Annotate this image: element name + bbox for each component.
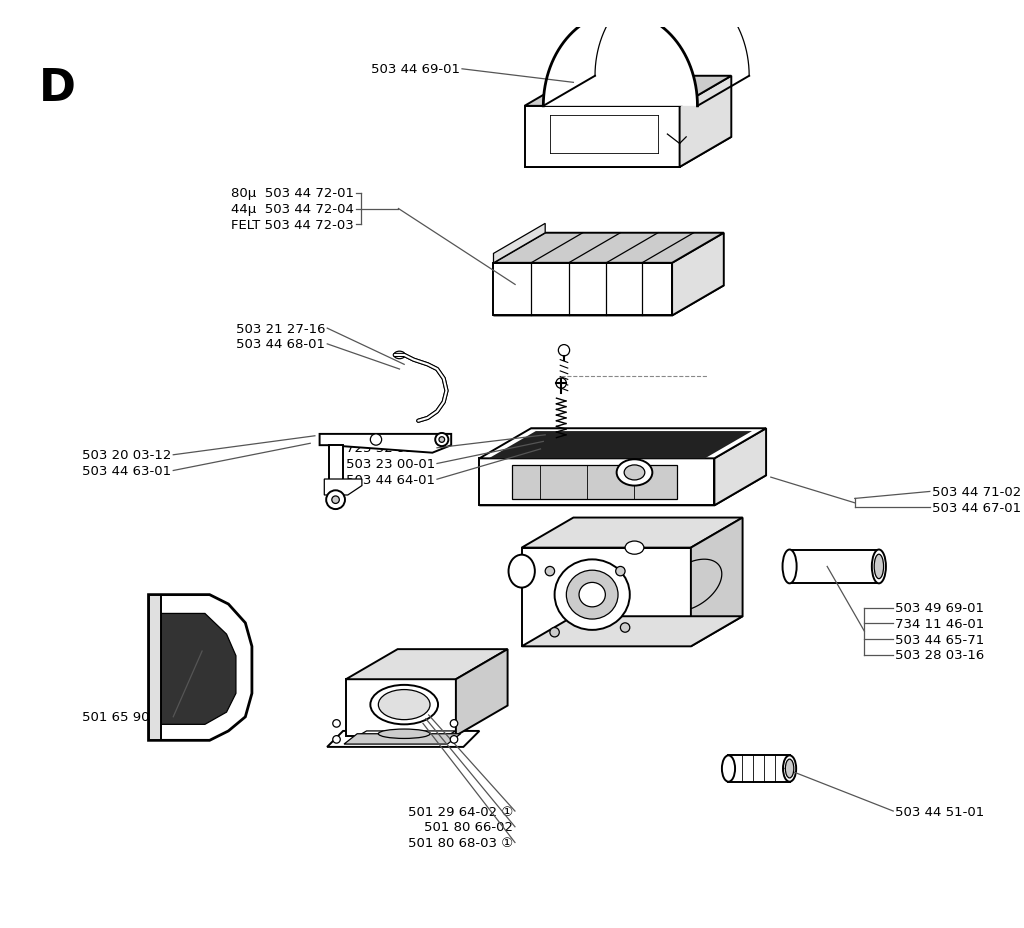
Ellipse shape xyxy=(785,759,794,778)
Polygon shape xyxy=(329,445,343,505)
Text: 503 44 64-01: 503 44 64-01 xyxy=(346,473,435,486)
Ellipse shape xyxy=(579,583,605,607)
Polygon shape xyxy=(479,476,766,506)
Ellipse shape xyxy=(378,729,430,739)
Text: 503 44 71-02: 503 44 71-02 xyxy=(932,485,1021,498)
Ellipse shape xyxy=(371,434,382,445)
Polygon shape xyxy=(521,616,742,647)
Ellipse shape xyxy=(566,571,618,619)
Polygon shape xyxy=(524,107,680,168)
Text: 501 29 64-02 ①: 501 29 64-02 ① xyxy=(408,805,513,818)
Text: 503 44 69-01: 503 44 69-01 xyxy=(371,63,460,76)
Ellipse shape xyxy=(722,755,735,782)
Text: 503 49 69-01: 503 49 69-01 xyxy=(895,601,984,614)
Ellipse shape xyxy=(550,628,559,638)
Polygon shape xyxy=(494,234,724,264)
Polygon shape xyxy=(691,518,742,647)
Polygon shape xyxy=(344,734,461,744)
Polygon shape xyxy=(346,650,508,679)
Polygon shape xyxy=(325,480,361,496)
Text: 503 44 68-01: 503 44 68-01 xyxy=(237,338,326,351)
Polygon shape xyxy=(355,731,456,738)
Ellipse shape xyxy=(545,567,555,576)
Ellipse shape xyxy=(782,550,797,584)
Polygon shape xyxy=(456,650,508,736)
Polygon shape xyxy=(319,434,452,453)
Text: 501 80 66-02: 501 80 66-02 xyxy=(424,820,513,833)
Text: 725 52 93-56: 725 52 93-56 xyxy=(345,442,435,455)
Ellipse shape xyxy=(621,624,630,633)
Ellipse shape xyxy=(874,555,884,579)
Polygon shape xyxy=(715,429,766,506)
Text: 501 80 68-03 ①: 501 80 68-03 ① xyxy=(408,836,513,849)
Text: 44μ  503 44 72-04: 44μ 503 44 72-04 xyxy=(231,203,354,216)
Polygon shape xyxy=(521,548,691,647)
Text: 503 44 65-71: 503 44 65-71 xyxy=(895,633,984,646)
Ellipse shape xyxy=(871,550,886,584)
Ellipse shape xyxy=(333,736,340,743)
Text: D: D xyxy=(39,67,76,110)
Polygon shape xyxy=(161,613,236,725)
Polygon shape xyxy=(524,137,731,168)
Polygon shape xyxy=(790,550,879,584)
Polygon shape xyxy=(479,458,715,506)
Ellipse shape xyxy=(509,555,535,588)
Ellipse shape xyxy=(615,567,625,576)
Ellipse shape xyxy=(555,560,630,630)
Polygon shape xyxy=(479,429,766,458)
Polygon shape xyxy=(512,466,677,499)
Ellipse shape xyxy=(332,496,339,504)
Text: 734 11 46-01: 734 11 46-01 xyxy=(895,617,984,630)
Polygon shape xyxy=(524,77,731,107)
Ellipse shape xyxy=(394,352,406,359)
Ellipse shape xyxy=(451,736,458,743)
Ellipse shape xyxy=(378,690,430,720)
Polygon shape xyxy=(544,13,697,107)
Ellipse shape xyxy=(625,466,645,481)
Ellipse shape xyxy=(333,720,340,728)
Ellipse shape xyxy=(556,379,566,389)
Ellipse shape xyxy=(451,720,458,728)
Polygon shape xyxy=(327,731,479,747)
Ellipse shape xyxy=(435,433,449,446)
Polygon shape xyxy=(346,679,456,736)
Polygon shape xyxy=(521,518,742,548)
Text: 503 20 03-12: 503 20 03-12 xyxy=(82,449,171,462)
Polygon shape xyxy=(148,595,252,741)
Ellipse shape xyxy=(558,345,569,356)
Text: 80μ  503 44 72-01: 80μ 503 44 72-01 xyxy=(231,187,354,200)
Text: 501 65 90-01: 501 65 90-01 xyxy=(82,711,171,724)
Polygon shape xyxy=(148,595,161,741)
Polygon shape xyxy=(672,234,724,316)
Ellipse shape xyxy=(371,685,438,725)
Text: FELT 503 44 72-03: FELT 503 44 72-03 xyxy=(231,218,354,231)
Text: 503 44 67-01: 503 44 67-01 xyxy=(932,501,1021,514)
Polygon shape xyxy=(494,286,724,316)
Ellipse shape xyxy=(616,459,652,486)
Text: 503 28 03-16: 503 28 03-16 xyxy=(895,649,984,662)
Text: 503 21 27-16: 503 21 27-16 xyxy=(236,322,326,335)
Text: 503 23 00-01: 503 23 00-01 xyxy=(346,458,435,470)
Ellipse shape xyxy=(439,437,444,443)
Ellipse shape xyxy=(783,755,797,782)
Ellipse shape xyxy=(327,491,345,509)
Polygon shape xyxy=(488,432,752,458)
Polygon shape xyxy=(680,77,731,168)
Ellipse shape xyxy=(625,541,644,555)
Text: 503 44 51-01: 503 44 51-01 xyxy=(895,805,984,818)
Polygon shape xyxy=(494,264,672,316)
Polygon shape xyxy=(728,755,790,782)
Text: 503 44 63-01: 503 44 63-01 xyxy=(82,465,171,478)
Polygon shape xyxy=(494,224,545,264)
